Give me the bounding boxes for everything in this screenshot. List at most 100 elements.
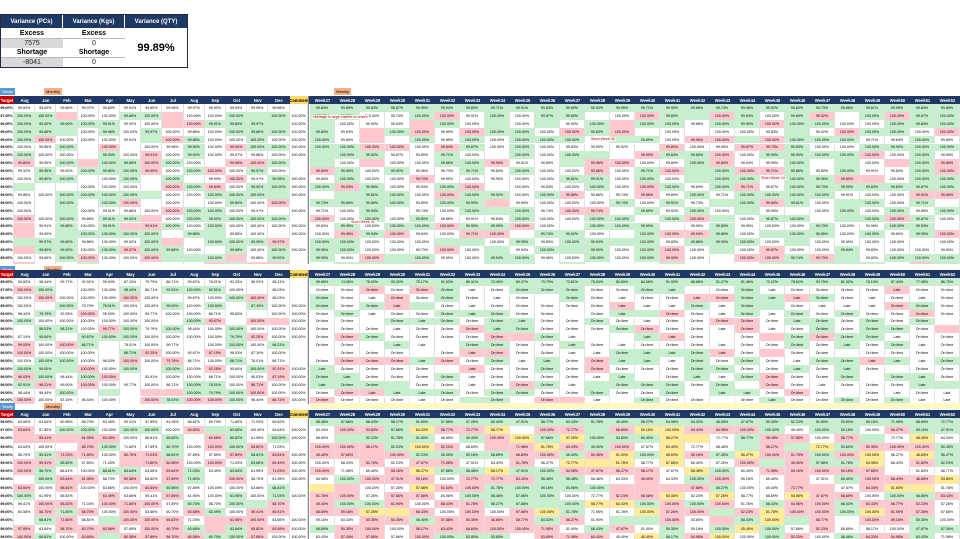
week-header-20[interactable]: Week47 [814, 97, 831, 103]
week-header-1[interactable]: Week28 [339, 97, 356, 103]
week-header-15[interactable]: Week42 [689, 411, 706, 417]
week-header-18[interactable]: Week45 [764, 97, 781, 103]
week-header-13[interactable]: Week40 [639, 271, 656, 277]
week-header-22[interactable]: Week49 [864, 97, 881, 103]
week-header-7[interactable]: Week34 [489, 271, 506, 277]
month-header-9[interactable]: Sep [211, 97, 220, 103]
week-header-25[interactable]: Week52 [939, 97, 956, 103]
week-header-23[interactable]: Week50 [889, 271, 906, 277]
week-header-3[interactable]: Week30 [389, 411, 406, 417]
week-header-23[interactable]: Week50 [889, 411, 906, 417]
week-header-12[interactable]: Week39 [614, 411, 631, 417]
month-header-1[interactable]: Jan [42, 97, 50, 103]
week-header-16[interactable]: Week43 [714, 411, 731, 417]
month-header-3[interactable]: Mar [84, 411, 92, 417]
week-header-4[interactable]: Week31 [414, 411, 431, 417]
month-header-3[interactable]: Mar [84, 271, 92, 277]
month-header-5[interactable]: May [126, 271, 135, 277]
week-header-16[interactable]: Week43 [714, 97, 731, 103]
week-header-14[interactable]: Week41 [664, 271, 681, 277]
week-header-12[interactable]: Week39 [614, 271, 631, 277]
week-header-7[interactable]: Week34 [489, 97, 506, 103]
month-header-10[interactable]: Oct [233, 97, 241, 103]
month-header-7[interactable]: Jul [169, 271, 177, 277]
month-header-1[interactable]: Jan [42, 271, 50, 277]
week-header-19[interactable]: Week46 [789, 97, 806, 103]
week-header-1[interactable]: Week28 [339, 271, 356, 277]
month-header-6[interactable]: Jun [148, 271, 156, 277]
month-header-9[interactable]: Sep [211, 411, 220, 417]
week-header-2[interactable]: Week29 [364, 411, 381, 417]
week-header-13[interactable]: Week40 [639, 411, 656, 417]
month-header-12[interactable]: Dec [275, 271, 283, 277]
week-header-14[interactable]: Week41 [664, 97, 681, 103]
month-header-6[interactable]: Jun [148, 97, 156, 103]
week-header-4[interactable]: Week31 [414, 97, 431, 103]
week-header-19[interactable]: Week46 [789, 411, 806, 417]
week-header-3[interactable]: Week30 [389, 271, 406, 277]
week-header-6[interactable]: Week33 [464, 97, 481, 103]
month-header-6[interactable]: Jun [148, 411, 156, 417]
week-header-18[interactable]: Week45 [764, 271, 781, 277]
week-header-10[interactable]: Week37 [564, 97, 581, 103]
week-header-5[interactable]: Week32 [439, 271, 456, 277]
week-header-11[interactable]: Week38 [589, 271, 606, 277]
month-header-0[interactable]: Aug [20, 271, 29, 277]
month-header-10[interactable]: Oct [233, 411, 241, 417]
week-header-25[interactable]: Week52 [939, 271, 956, 277]
week-header-6[interactable]: Week33 [464, 271, 481, 277]
month-header-12[interactable]: Dec [275, 97, 283, 103]
month-header-11[interactable]: Nov [253, 271, 262, 277]
week-header-0[interactable]: Week27 [314, 271, 331, 277]
week-header-2[interactable]: Week29 [364, 271, 381, 277]
week-header-20[interactable]: Week47 [814, 411, 831, 417]
month-header-2[interactable]: Feb [63, 271, 71, 277]
week-header-9[interactable]: Week36 [539, 271, 556, 277]
week-header-8[interactable]: Week35 [514, 97, 531, 103]
month-header-0[interactable]: Aug [20, 97, 29, 103]
month-header-3[interactable]: Mar [84, 97, 92, 103]
week-header-19[interactable]: Week46 [789, 271, 806, 277]
week-header-23[interactable]: Week50 [889, 97, 906, 103]
week-header-21[interactable]: Week48 [839, 271, 856, 277]
week-header-12[interactable]: Week39 [614, 97, 631, 103]
month-header-8[interactable]: Aug [190, 411, 199, 417]
week-header-1[interactable]: Week28 [339, 411, 356, 417]
week-header-24[interactable]: Week51 [914, 271, 931, 277]
month-header-11[interactable]: Nov [253, 97, 262, 103]
month-header-10[interactable]: Oct [233, 271, 241, 277]
week-header-17[interactable]: Week44 [739, 97, 756, 103]
week-header-4[interactable]: Week31 [414, 271, 431, 277]
week-header-15[interactable]: Week42 [689, 271, 706, 277]
month-header-1[interactable]: Jan [42, 411, 50, 417]
week-header-2[interactable]: Week29 [364, 97, 381, 103]
week-header-14[interactable]: Week41 [664, 411, 681, 417]
month-header-5[interactable]: May [126, 411, 135, 417]
week-header-6[interactable]: Week33 [464, 411, 481, 417]
week-header-24[interactable]: Week51 [914, 411, 931, 417]
week-header-20[interactable]: Week47 [814, 271, 831, 277]
week-header-17[interactable]: Week44 [739, 411, 756, 417]
week-header-24[interactable]: Week51 [914, 97, 931, 103]
week-header-5[interactable]: Week32 [439, 411, 456, 417]
week-header-21[interactable]: Week48 [839, 411, 856, 417]
month-header-5[interactable]: May [126, 97, 135, 103]
week-header-0[interactable]: Week27 [314, 97, 331, 103]
month-header-11[interactable]: Nov [253, 411, 262, 417]
week-header-22[interactable]: Week49 [864, 411, 881, 417]
month-header-8[interactable]: Aug [190, 97, 199, 103]
month-header-2[interactable]: Feb [63, 411, 71, 417]
week-header-3[interactable]: Week30 [389, 97, 406, 103]
week-header-17[interactable]: Week44 [739, 271, 756, 277]
week-header-11[interactable]: Week38 [589, 97, 606, 103]
week-header-10[interactable]: Week37 [564, 411, 581, 417]
week-header-13[interactable]: Week40 [639, 97, 656, 103]
week-header-18[interactable]: Week45 [764, 411, 781, 417]
month-header-4[interactable]: Apr [105, 411, 113, 417]
month-header-8[interactable]: Aug [190, 271, 199, 277]
week-header-9[interactable]: Week36 [539, 411, 556, 417]
month-header-9[interactable]: Sep [211, 271, 220, 277]
week-header-8[interactable]: Week35 [514, 271, 531, 277]
month-header-0[interactable]: Aug [20, 411, 29, 417]
week-header-15[interactable]: Week42 [689, 97, 706, 103]
